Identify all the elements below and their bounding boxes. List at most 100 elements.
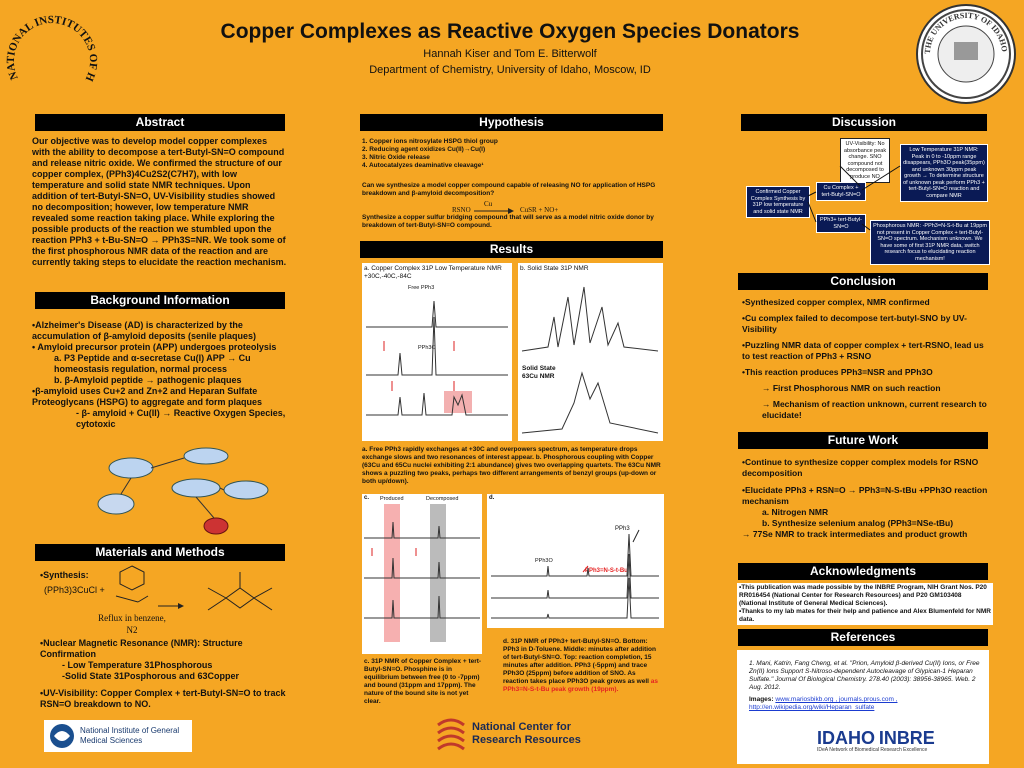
nmr-line-3: -Solid State 31Posphorous and 63Copper [62, 671, 240, 681]
ncrr-text: National Center for Research Resources [472, 721, 581, 746]
bg-line-2: • Amyloid precursor protein (APP) underg… [32, 342, 277, 352]
future-line-1: •Continue to synthesize copper complex m… [742, 457, 979, 478]
concl-line-4: •This reaction produces PPh3=NSR and PPh… [742, 367, 933, 377]
idaho-text: IDAHO [817, 728, 875, 748]
future-header: Future Work [738, 432, 988, 449]
app-processing-diagram [76, 444, 276, 536]
ref-images: Images: www.mariosbikb.org , journals.pr… [737, 696, 989, 712]
hyp-item-4: 4. Autocatalyzes deaminative cleavage¹ [362, 162, 484, 169]
background-header: Background Information [35, 292, 285, 309]
nih-logo-text: NATIONAL INSTITUTES OF HEALTH [2, 0, 99, 83]
ref-1: 1. Mani, Katrin, Fang Cheng, et al. "Pri… [749, 660, 980, 691]
synthesis-label: •Synthesis: [40, 570, 89, 580]
nmr-methods: •Nuclear Magnetic Resonance (NMR): Struc… [40, 638, 290, 682]
results-header: Results [360, 241, 663, 258]
solid-cu-label: Solid State 63Cu NMR [522, 365, 556, 380]
panel-d-label: d. [489, 495, 495, 501]
nigms-emblem-icon [50, 724, 74, 748]
synthesis-conditions: Reflux in benzene, N2 [98, 613, 166, 635]
inbre-text: INBRE [878, 728, 935, 748]
inbre-subtitle: IDeA Network of Biomedical Research Exce… [817, 747, 928, 753]
concl-line-5: → First Phosphorous NMR on such reaction [762, 383, 941, 393]
hypothesis-question: Can we synthesize a model copper compoun… [362, 182, 656, 197]
poster-authors: Hannah Kiser and Tom E. Bitterwolf [423, 48, 597, 60]
disc-box-lowtemp: Low Temperature 31P NMR: Peak in 0 to -1… [900, 144, 988, 202]
bg-line-6: - β- amyloid + Cu(II) → Reactive Oxygen … [76, 408, 286, 429]
poster-affiliation: Department of Chemistry, University of I… [369, 64, 651, 76]
bg-line-3: a. P3 Peptide and α-secretase Cu(I) APP … [54, 353, 251, 374]
abstract-body: Our objective was to develop model coppe… [32, 136, 287, 267]
ack-line-2: •Thanks to my lab mates for their help a… [739, 608, 991, 623]
reaction-catalyst: Cu [484, 200, 493, 208]
disc-box-uv: UV-Visibility: No absorbance peak change… [840, 138, 890, 183]
bg-line-4: b. β-Amyloid peptide → pathogenic plaque… [54, 375, 242, 385]
abstract-header: Abstract [35, 114, 285, 131]
panel-b-title: b. Solid State 31P NMR [520, 265, 589, 272]
ack-body: •This publication was made possible by t… [737, 583, 993, 625]
poster-title: Copper Complexes as Reactive Oxygen Spec… [220, 20, 800, 43]
pph3o-label: PPh3O [418, 345, 436, 351]
synthesis-reagent: (PPh3)3CuCl + [44, 585, 105, 595]
concl-line-6: → Mechanism of reaction unknown, current… [762, 399, 987, 420]
panel-d-spectra [491, 529, 659, 619]
conclusion-header: Conclusion [738, 273, 988, 290]
disc-box-cu: Cu Complex + tert-Butyl-SN=O [816, 182, 866, 201]
pph3o-d-label: PPh3O [535, 558, 553, 564]
idaho-inbre-logo: IDAHO INBRE IDeA Network of Biomedical R… [817, 729, 987, 753]
synthesis-scheme [108, 562, 298, 632]
hyp-item-1: 1. Copper ions nitrosylate HSPG thiol gr… [362, 138, 498, 145]
panel-a-low-temp-nmr: a. Copper Complex 31P Low Temperature NM… [362, 263, 512, 441]
references-header: References [738, 629, 988, 646]
nih-logo: NATIONAL INSTITUTES OF HEALTH [2, 0, 99, 100]
future-body: •Continue to synthesize copper complex m… [742, 457, 988, 540]
panel-c-label: c. [364, 495, 370, 501]
caption-d: d. 31P NMR of PPh3+ tert-Butyl-SN=O. Bot… [503, 638, 661, 694]
ncrr-emblem-icon [437, 718, 465, 751]
university-seal: THE UNIVERSITY OF IDAHO 1889 [916, 4, 1016, 104]
disc-box-pph3: PPh3+ tert-Butyl-SN=O [816, 214, 866, 233]
ncrr-logo: National Center for Research Resources [434, 716, 604, 752]
caption-d-text: d. 31P NMR of PPh3+ tert-Butyl-SN=O. Bot… [503, 638, 656, 685]
conclusion-body: •Synthesized copper complex, NMR confirm… [742, 297, 988, 421]
hypothesis-header: Hypothesis [360, 114, 663, 131]
materials-header: Materials and Methods [35, 544, 285, 561]
future-line-3: a. Nitrogen NMR [762, 507, 829, 517]
background-body: •Alzheimer's Disease (AD) is characteriz… [32, 320, 294, 430]
decomposed-label: Decomposed [426, 496, 459, 502]
bg-line-1: •Alzheimer's Disease (AD) is characteriz… [32, 320, 257, 341]
hyp-item-2: 2. Reducing agent oxidizes Cu(II)→Cu(I) [362, 146, 486, 153]
free-pph3-label: Free PPh3 [408, 285, 435, 291]
produced-label: Produced [380, 496, 404, 502]
reaction-right: CuSR + NO+ [520, 206, 559, 214]
hypothesis-goal: Synthesize a copper sulfur bridging comp… [362, 214, 654, 229]
hypothesis-list: 1. Copper ions nitrosylate HSPG thiol gr… [362, 138, 662, 170]
svg-text:NATIONAL INSTITUTES OF HEALTH: NATIONAL INSTITUTES OF HEALTH [6, 8, 98, 83]
future-line-4: b. Synthesize selenium analog (PPh3=NSe-… [762, 518, 954, 528]
uv-method: •UV-Visibility: Copper Complex + tert-Bu… [40, 688, 286, 709]
caption-d-red: as PPh3=N-S-t-Bu peak growth (19ppm). [503, 678, 659, 693]
nmr-line-2: - Low Temperature 31Phosphorous [62, 660, 213, 670]
panel-b-p-spectrum [521, 286, 659, 352]
panel-b-solid-state-nmr: b. Solid State 31P NMR Solid State 63Cu … [518, 263, 663, 441]
caption-ab: a. Free PPh3 rapidly exchanges at +30C a… [362, 446, 661, 485]
images-links[interactable]: www.mariosbikb.org , journals.prous.com … [749, 696, 898, 711]
nmr-line-1: •Nuclear Magnetic Resonance (NMR): Struc… [40, 638, 243, 659]
disc-box-confirmed: Confirmed Copper Complex Synthesis by 31… [746, 186, 810, 218]
reaction-scheme: RSNO Cu CuSR + NO+ [440, 200, 600, 216]
references-body: 1. Mani, Katrin, Fang Cheng, et al. "Pri… [737, 650, 989, 764]
discussion-flowchart: UV-Visibility: No absorbance peak change… [740, 136, 990, 265]
nigms-logo: National Institute of General Medical Sc… [44, 720, 192, 752]
ack-header: Acknowledgments [738, 563, 988, 580]
future-line-5: → 77Se NMR to track intermediates and pr… [742, 529, 968, 539]
concl-line-2: •Cu complex failed to decompose tert-but… [742, 313, 967, 334]
panel-d-pph3-nmr: d. PPh3 PPh3O PPh3=N-S-t-Bu [487, 494, 664, 628]
discussion-header: Discussion [741, 114, 987, 131]
reaction-arrow-icon [474, 208, 514, 214]
panel-a-spectra [366, 300, 508, 416]
pph3-label: PPh3 [615, 526, 630, 532]
concl-line-1: •Synthesized copper complex, NMR confirm… [742, 297, 930, 307]
concl-line-3: •Puzzling NMR data of copper complex + t… [742, 340, 984, 361]
nigms-text: National Institute of General Medical Sc… [80, 726, 180, 745]
ack-line-1: •This publication was made possible by t… [739, 584, 987, 607]
caption-c: c. 31P NMR of Copper Complex + tert-Buty… [364, 658, 482, 705]
